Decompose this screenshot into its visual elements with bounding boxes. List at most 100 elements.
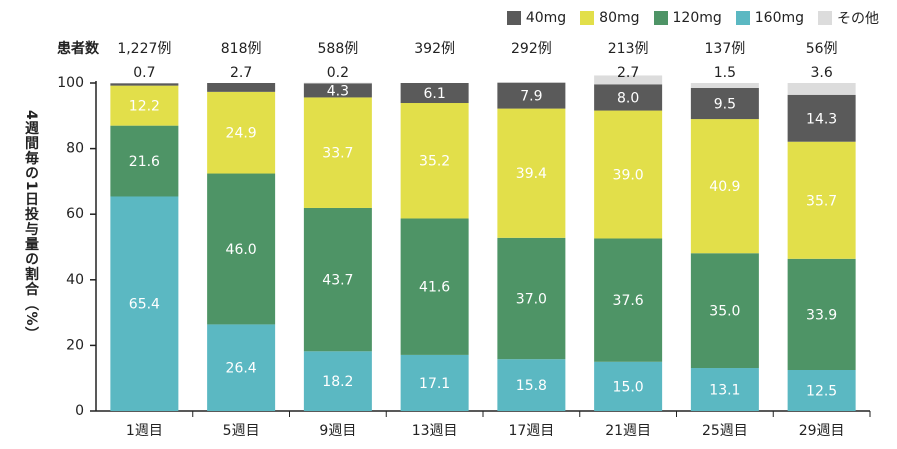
legend-label: 120mg: [672, 10, 722, 26]
data-label: 37.0: [516, 291, 547, 307]
bar-segment-160mg: [690, 368, 759, 411]
bar-segment-other: [594, 75, 663, 85]
data-label: 24.9: [226, 126, 257, 142]
data-label: 17.1: [419, 376, 450, 392]
y-tick-label: 100: [57, 75, 84, 91]
data-label: 12.5: [806, 384, 837, 400]
patient-count: 588例: [318, 41, 359, 57]
data-label: 33.7: [322, 146, 353, 162]
bar-segment-80mg: [690, 119, 759, 254]
data-label: 18.2: [322, 374, 353, 390]
legend-swatch: [580, 11, 595, 25]
x-tick-label: 13週目: [412, 423, 458, 439]
patient-count: 818例: [221, 41, 262, 57]
data-label: 12.2: [129, 99, 160, 115]
bar-segment-other: [303, 82, 372, 84]
data-label: 41.6: [419, 280, 450, 296]
patient-count: 56例: [806, 41, 838, 57]
x-tick-label: 1週目: [126, 423, 163, 439]
data-label: 35.7: [806, 193, 837, 209]
y-tick-label: 40: [66, 272, 84, 288]
x-tick-label: 21週目: [605, 423, 651, 439]
data-label: 13.1: [709, 383, 740, 399]
y-axis-label: 4週間毎の1日投与量の割合（%）: [23, 110, 39, 342]
bar-segment-40mg: [207, 83, 276, 92]
data-label: 8.0: [617, 90, 639, 106]
data-label: 43.7: [322, 273, 353, 289]
legend-swatch: [735, 11, 750, 25]
bar-segment-120mg: [400, 218, 469, 355]
data-label-above: 2.7: [617, 65, 639, 81]
legend-item-160mg: 160mg: [735, 10, 804, 26]
bar-segment-120mg: [303, 207, 372, 352]
y-tick-label: 80: [66, 141, 84, 157]
data-label-above: 0.7: [133, 65, 155, 81]
legend: 40mg 80mg 120mg 160mg その他: [506, 8, 879, 28]
bar-segment-other: [690, 83, 759, 88]
data-label-above: 0.2: [327, 65, 349, 81]
data-label-above: 2.7: [230, 65, 252, 81]
bar-segment-120mg: [207, 173, 276, 325]
bar-segment-80mg: [594, 110, 663, 239]
x-tick-label: 5週目: [223, 423, 260, 439]
patient-count: 292例: [511, 41, 552, 57]
legend-item-other: その他: [818, 8, 879, 28]
legend-label: 160mg: [754, 10, 804, 26]
bar-segment-120mg: [594, 238, 663, 362]
legend-label: 80mg: [599, 10, 640, 26]
y-tick-label: 20: [66, 337, 84, 353]
data-label: 33.9: [806, 307, 837, 323]
bar-segment-40mg: [690, 87, 759, 120]
bar-segment-80mg: [400, 103, 469, 219]
bar-segment-160mg: [207, 324, 276, 411]
data-label-above: 3.6: [810, 65, 832, 81]
bar-segment-160mg: [110, 196, 179, 411]
legend-item-80mg: 80mg: [580, 10, 640, 26]
data-label: 40.9: [709, 179, 740, 195]
x-tick-label: 17週目: [508, 423, 554, 439]
data-label: 6.1: [423, 86, 445, 102]
bar-segment-80mg: [303, 97, 372, 208]
data-label: 26.4: [226, 361, 257, 377]
bar-segment-160mg: [497, 359, 566, 411]
bar-segment-80mg: [497, 108, 566, 238]
y-axis-title: 4週間毎の1日投与量の割合（%）: [16, 110, 46, 390]
bar-segment-80mg: [110, 85, 179, 126]
bar-segment-other: [787, 83, 856, 95]
y-tick-label: 60: [66, 206, 84, 222]
bar-segment-80mg: [207, 91, 276, 174]
patient-count: 1,227例: [117, 41, 171, 57]
legend-swatch: [506, 11, 521, 25]
legend-label: その他: [837, 11, 879, 27]
bar-segment-80mg: [787, 141, 856, 259]
x-tick-label: 25週目: [702, 423, 748, 439]
bar-segment-40mg: [110, 83, 179, 86]
data-label: 14.3: [806, 111, 837, 127]
bar-segment-40mg: [594, 84, 663, 111]
x-tick-label: 9週目: [319, 423, 356, 439]
bar-segment-160mg: [400, 354, 469, 411]
data-label: 65.4: [129, 297, 160, 313]
bar-segment-160mg: [303, 351, 372, 411]
bar-segment-40mg: [787, 94, 856, 142]
x-tick-label: 29週目: [799, 423, 845, 439]
bar-segment-40mg: [497, 82, 566, 109]
patient-count: 137例: [705, 41, 746, 57]
bar-segment-40mg: [303, 83, 372, 98]
data-label: 7.9: [520, 89, 542, 105]
data-label: 37.6: [613, 293, 644, 309]
bar-segment-120mg: [787, 258, 856, 370]
data-label: 4.3: [327, 83, 349, 99]
data-label: 35.2: [419, 154, 450, 170]
bar-segment-160mg: [787, 370, 856, 411]
data-label: 39.0: [613, 168, 644, 184]
bar-segment-120mg: [690, 253, 759, 369]
y-tick-label: 0: [75, 403, 84, 419]
data-label: 21.6: [129, 154, 160, 170]
data-label: 15.0: [613, 379, 644, 395]
data-label: 46.0: [226, 242, 257, 258]
data-label: 9.5: [714, 97, 736, 113]
patient-count: 213例: [608, 41, 649, 57]
data-label: 15.8: [516, 378, 547, 394]
